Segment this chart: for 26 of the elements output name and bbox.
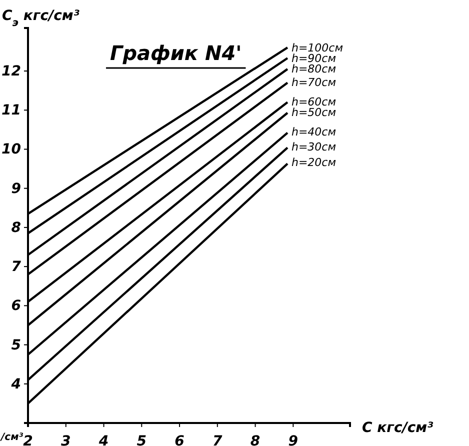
series-label: h=80см [291,62,336,76]
x-tick-label: 9 [288,433,298,446]
y-tick-label: 10 [2,142,22,158]
y-tick-label: 11 [2,102,21,119]
series-label: h=30см [291,140,336,154]
text: График N4' [110,41,242,65]
x-tick-label: 7 [212,433,223,446]
y-axis-title: С$_{э}$ кгс/см³ [2,8,80,29]
series-label: h=40см [291,126,336,139]
x-axis-title: С кгс/см³ [362,420,434,436]
y-tick-label: 7 [11,259,22,276]
y-tick-label: 9 [11,180,22,197]
y-tick-label: 6 [11,298,22,314]
series-label: h=70см [291,76,336,90]
text: /см³ [0,432,24,443]
y-tick-label: 5 [11,337,22,354]
x-tick-label: 5 [136,433,147,446]
x-tick-label: 8 [250,433,260,446]
x-tick-label: 3 [61,433,71,446]
x-tick-label: 2 [23,433,33,446]
x-tick-label: 6 [174,433,185,446]
y-tick-label: 4 [10,376,21,392]
y-tick-label: 8 [11,220,22,236]
x-tick-label: 4 [98,433,109,446]
y-tick-label: 12 [2,64,21,80]
series-label: h=20см [291,156,336,170]
